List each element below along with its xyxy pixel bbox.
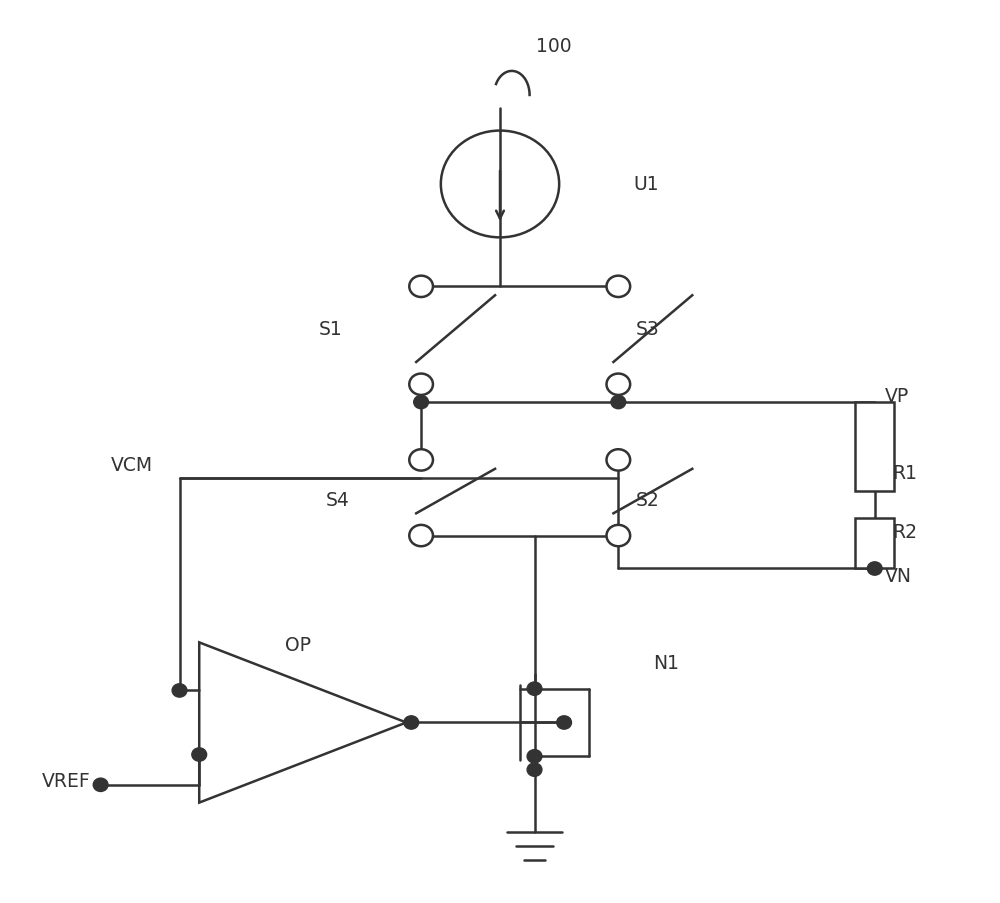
Circle shape: [192, 748, 207, 761]
Circle shape: [527, 763, 542, 777]
Circle shape: [414, 396, 429, 409]
Circle shape: [606, 276, 630, 298]
Text: OP: OP: [285, 635, 311, 654]
Circle shape: [867, 563, 882, 575]
Circle shape: [527, 683, 542, 695]
Text: S2: S2: [636, 491, 660, 510]
Text: VP: VP: [885, 386, 909, 405]
Circle shape: [404, 716, 419, 730]
Text: R2: R2: [892, 522, 917, 541]
Text: S4: S4: [326, 491, 350, 510]
Circle shape: [409, 526, 433, 546]
Circle shape: [606, 526, 630, 546]
Circle shape: [611, 396, 626, 409]
Text: R1: R1: [892, 463, 917, 482]
Text: N1: N1: [653, 654, 679, 673]
Text: VCM: VCM: [111, 455, 153, 474]
Circle shape: [172, 684, 187, 697]
Circle shape: [409, 450, 433, 471]
Text: S1: S1: [318, 320, 342, 339]
FancyBboxPatch shape: [855, 518, 894, 569]
Circle shape: [409, 374, 433, 396]
Text: U1: U1: [633, 175, 659, 194]
Circle shape: [606, 450, 630, 471]
Circle shape: [527, 749, 542, 763]
FancyBboxPatch shape: [855, 403, 894, 491]
Text: VN: VN: [885, 566, 912, 585]
Circle shape: [409, 276, 433, 298]
Text: VREF: VREF: [42, 771, 91, 790]
Circle shape: [93, 778, 108, 792]
Text: S3: S3: [636, 320, 660, 339]
Circle shape: [606, 374, 630, 396]
Circle shape: [557, 716, 571, 730]
Text: 100: 100: [536, 37, 572, 56]
